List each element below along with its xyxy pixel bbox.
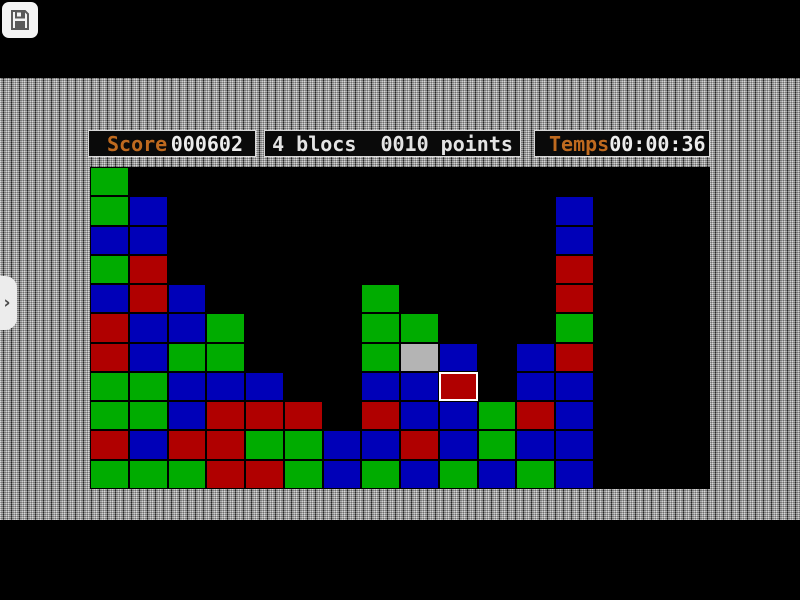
block[interactable]: [90, 196, 129, 226]
block[interactable]: [516, 342, 555, 372]
block[interactable]: [283, 401, 323, 431]
block[interactable]: [477, 459, 517, 489]
block[interactable]: [477, 401, 517, 431]
block[interactable]: [167, 459, 207, 489]
block[interactable]: [90, 430, 129, 460]
block[interactable]: [206, 313, 245, 343]
block[interactable]: [555, 225, 594, 255]
block[interactable]: [245, 459, 284, 489]
block[interactable]: [128, 371, 168, 402]
block[interactable]: [206, 459, 245, 489]
block[interactable]: [477, 430, 517, 460]
block[interactable]: [90, 167, 129, 197]
block[interactable]: [400, 430, 439, 460]
block[interactable]: [555, 196, 594, 226]
block[interactable]: [361, 430, 400, 460]
block[interactable]: [322, 459, 362, 489]
block[interactable]: [516, 371, 555, 402]
block[interactable]: [206, 430, 245, 460]
block[interactable]: [400, 313, 439, 343]
block[interactable]: [283, 430, 323, 460]
top-bar: [0, 0, 800, 78]
block[interactable]: [245, 401, 284, 431]
block[interactable]: [245, 430, 284, 460]
block[interactable]: [400, 371, 439, 402]
block[interactable]: [555, 313, 594, 343]
block[interactable]: [90, 313, 129, 343]
block[interactable]: [128, 254, 168, 285]
block[interactable]: [361, 284, 400, 314]
score-panel: Score 000602: [88, 130, 256, 157]
block[interactable]: [361, 371, 400, 402]
block[interactable]: [128, 225, 168, 255]
block[interactable]: [555, 401, 594, 431]
block[interactable]: [128, 459, 168, 489]
block[interactable]: [90, 401, 129, 431]
floppy-save-icon: [11, 10, 29, 30]
block[interactable]: [555, 430, 594, 460]
bottom-bar: [0, 520, 800, 600]
block[interactable]: [167, 284, 207, 314]
block[interactable]: [167, 371, 207, 402]
block[interactable]: [206, 401, 245, 431]
block[interactable]: [90, 225, 129, 255]
selected-block[interactable]: [438, 371, 478, 402]
block[interactable]: [90, 459, 129, 489]
block[interactable]: [90, 371, 129, 402]
block[interactable]: [438, 342, 478, 372]
block[interactable]: [128, 401, 168, 431]
block[interactable]: [167, 401, 207, 431]
block[interactable]: [128, 284, 168, 314]
block[interactable]: [438, 401, 478, 431]
block[interactable]: [128, 342, 168, 372]
block[interactable]: [438, 459, 478, 489]
block[interactable]: [516, 430, 555, 460]
blocks-points-panel: 4 blocs 0010 points: [264, 130, 521, 157]
block[interactable]: [516, 459, 555, 489]
block[interactable]: [128, 196, 168, 226]
block[interactable]: [361, 459, 400, 489]
block[interactable]: [206, 342, 245, 372]
score-value: 000602: [170, 131, 243, 156]
block[interactable]: [90, 342, 129, 372]
block[interactable]: [400, 342, 439, 372]
block[interactable]: [90, 284, 129, 314]
block[interactable]: [167, 342, 207, 372]
block[interactable]: [555, 284, 594, 314]
block[interactable]: [90, 254, 129, 285]
block[interactable]: [555, 371, 594, 402]
block[interactable]: [361, 401, 400, 431]
block[interactable]: [555, 254, 594, 285]
score-label: Score: [107, 131, 168, 156]
block[interactable]: [167, 430, 207, 460]
block[interactable]: [555, 342, 594, 372]
blocks-points-text: 4 blocs 0010 points: [272, 131, 513, 156]
block[interactable]: [400, 459, 439, 489]
block[interactable]: [167, 313, 207, 343]
block[interactable]: [322, 430, 362, 460]
block[interactable]: [438, 430, 478, 460]
block[interactable]: [400, 401, 439, 431]
block[interactable]: [206, 371, 245, 402]
time-value: 00:00:36: [609, 131, 706, 156]
block[interactable]: [361, 313, 400, 343]
block[interactable]: [283, 459, 323, 489]
block[interactable]: [516, 401, 555, 431]
chevron-right-icon: ›: [3, 293, 11, 313]
block[interactable]: [128, 430, 168, 460]
game-board: [90, 167, 710, 489]
time-panel: Temps 00:00:36: [534, 130, 710, 157]
block[interactable]: [555, 459, 594, 489]
time-label: Temps: [549, 131, 610, 156]
save-button[interactable]: [2, 2, 38, 38]
drawer-handle[interactable]: ›: [0, 276, 17, 330]
block[interactable]: [128, 313, 168, 343]
block[interactable]: [245, 371, 284, 402]
block[interactable]: [361, 342, 400, 372]
